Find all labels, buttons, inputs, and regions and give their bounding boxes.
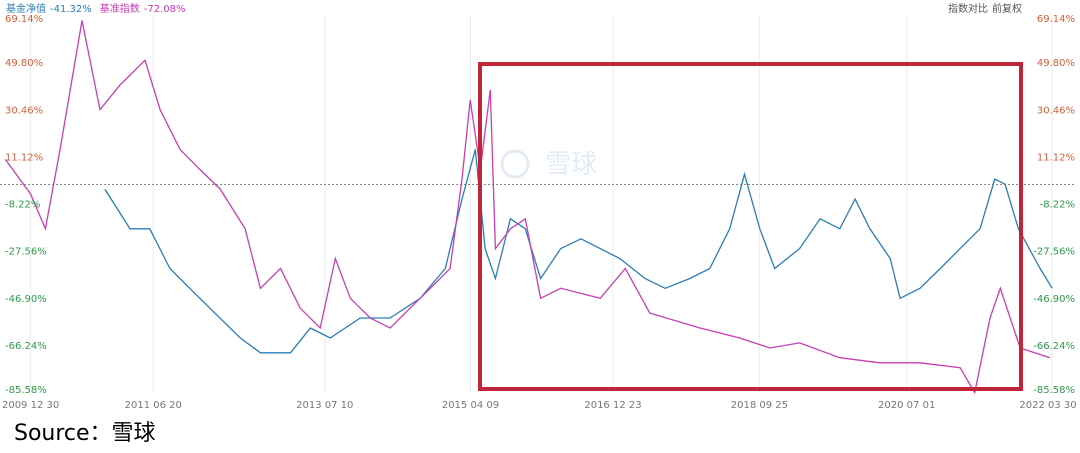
y-tick-label: -46.90%	[5, 294, 47, 305]
y2-tick-label: -66.24%	[1033, 341, 1075, 352]
y2-tick-label: 11.12%	[1037, 152, 1075, 163]
y2-tick-label: 49.80%	[1037, 58, 1075, 69]
legend-value: -72.08%	[144, 4, 186, 15]
x-tick-label: 2022 03 30	[1019, 400, 1076, 411]
highlight-box	[478, 62, 1023, 391]
series-line	[4, 20, 1051, 395]
x-tick-label: 2009 12 30	[2, 400, 59, 411]
control[interactable]: 指数对比	[948, 2, 988, 15]
legend-value: -41.32%	[50, 4, 92, 15]
y-tick-label: 69.14%	[5, 14, 43, 25]
y2-tick-label: -46.90%	[1033, 294, 1075, 305]
legend-label: 基金净值	[6, 2, 46, 15]
y2-tick-label: -8.22%	[1040, 200, 1075, 211]
y2-tick-label: -27.56%	[1033, 247, 1075, 258]
x-tick-label: 2018 09 25	[731, 400, 788, 411]
watermark: 雪球	[545, 150, 597, 180]
y-tick-label: -8.22%	[5, 200, 40, 211]
watermark-logo	[500, 149, 530, 179]
y-tick-label: 11.12%	[5, 152, 43, 163]
y-tick-label: -66.24%	[5, 341, 47, 352]
y2-tick-label: -85.58%	[1033, 385, 1075, 396]
y2-tick-label: 69.14%	[1037, 14, 1075, 25]
series-line	[104, 149, 1053, 354]
control[interactable]: 前复权	[992, 2, 1022, 15]
y-tick-label: -85.58%	[5, 385, 47, 396]
x-tick-label: 2020 07 01	[878, 400, 935, 411]
x-tick-label: 2013 07 10	[296, 400, 353, 411]
legend-label: 基准指数	[100, 2, 140, 15]
x-tick-label: 2016 12 23	[584, 400, 641, 411]
y2-tick-label: 30.46%	[1037, 105, 1075, 116]
y-tick-label: 30.46%	[5, 105, 43, 116]
source: Source：雪球	[14, 421, 156, 446]
x-tick-label: 2011 06 20	[125, 400, 182, 411]
x-tick-label: 2015 04 09	[442, 400, 499, 411]
y-tick-label: -27.56%	[5, 247, 47, 258]
y-tick-label: 49.80%	[5, 58, 43, 69]
